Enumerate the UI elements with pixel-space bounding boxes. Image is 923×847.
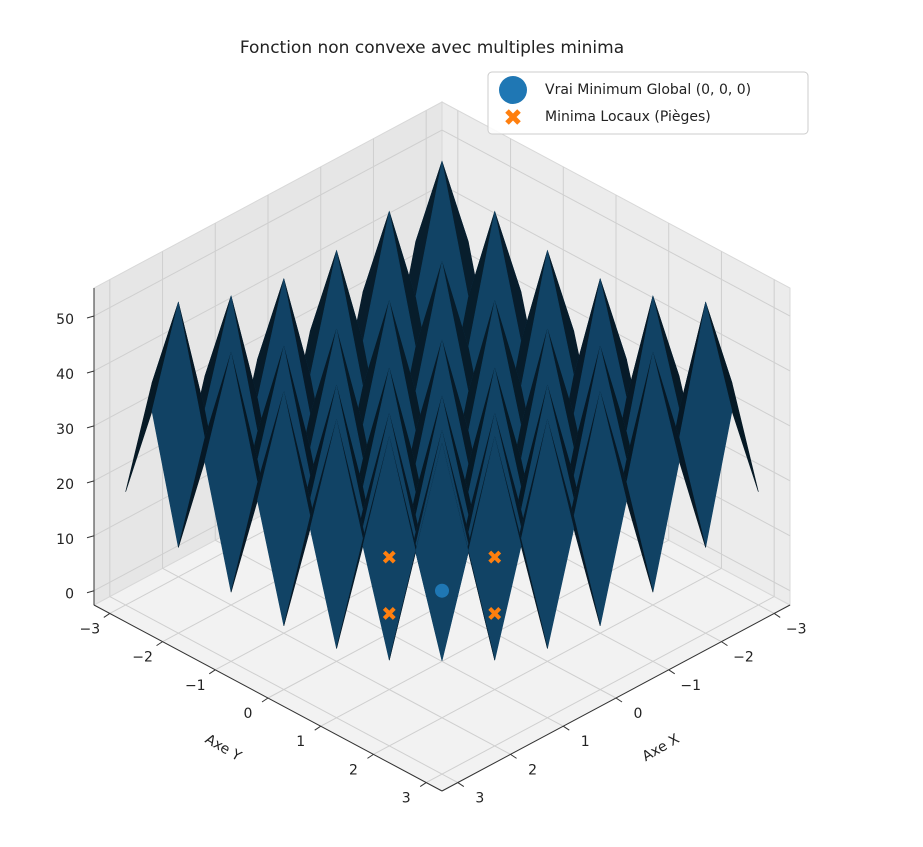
z-tick-label: 0 [65, 587, 74, 603]
z-tick-label: 20 [56, 477, 74, 493]
point-marker [488, 606, 502, 620]
y-tick-label: 0 [244, 706, 253, 722]
tick-mark [208, 669, 216, 675]
y-tick-label: −1 [185, 678, 206, 694]
tick-mark [562, 725, 570, 731]
tick-mark [314, 725, 322, 731]
y-tick-label: 1 [296, 734, 305, 750]
tick-mark [86, 315, 95, 319]
y-axis [93, 604, 443, 792]
y-tick-label: −3 [79, 621, 100, 637]
grid-line [425, 596, 775, 783]
point-marker [382, 550, 396, 564]
x-tick-label: −3 [786, 621, 807, 637]
x-tick-label: 2 [528, 762, 537, 778]
tick-mark [419, 782, 427, 787]
grid-line [93, 184, 443, 372]
z-tick-label: 10 [56, 532, 74, 548]
surface [125, 160, 759, 661]
tick-mark [103, 613, 111, 618]
x-tick-label: 0 [634, 706, 643, 722]
tick-mark [668, 669, 676, 675]
grid-line [441, 184, 791, 372]
grid-line [373, 567, 722, 755]
tick-mark [367, 753, 374, 759]
y-tick-label: 2 [349, 762, 358, 778]
legend-label: Minima Locaux (Pièges) [545, 109, 711, 125]
chart-title: Fonction non convexe avec multiples mini… [240, 38, 624, 58]
point-marker [382, 606, 396, 620]
y-tick-label: 3 [402, 791, 411, 807]
grid-line [93, 129, 443, 317]
point-marker [435, 583, 449, 598]
tick-mark [510, 753, 517, 759]
tick-mark [86, 425, 95, 429]
y-tick-label: −2 [132, 650, 153, 666]
point-marker [488, 550, 502, 564]
legend-marker [499, 76, 527, 104]
x-tick-label: −1 [680, 678, 701, 694]
legend-marker [505, 109, 521, 125]
x-tick-label: 1 [581, 734, 590, 750]
y-axis-label: Axe Y [202, 731, 244, 765]
z-tick-label: 30 [56, 422, 74, 438]
tick-mark [86, 535, 95, 539]
tick-mark [86, 480, 95, 484]
grid-line [441, 129, 791, 317]
tick-mark [457, 782, 465, 787]
surface-patch [415, 443, 469, 661]
tick-mark [261, 697, 269, 703]
legend-box [487, 71, 809, 135]
x-axis [441, 604, 791, 792]
legend-label: Vrai Minimum Global (0, 0, 0) [545, 82, 751, 98]
tick-mark [615, 697, 623, 703]
x-tick-label: 3 [475, 791, 484, 807]
tick-mark [721, 641, 728, 647]
x-axis-label: Axe X [640, 731, 683, 765]
x-tick-label: −2 [733, 650, 754, 666]
tick-mark [86, 590, 95, 594]
tick-mark [156, 641, 163, 647]
z-tick-label: 40 [56, 367, 74, 383]
z-tick-label: 50 [56, 312, 74, 328]
tick-mark [86, 370, 95, 374]
tick-mark [773, 613, 781, 618]
